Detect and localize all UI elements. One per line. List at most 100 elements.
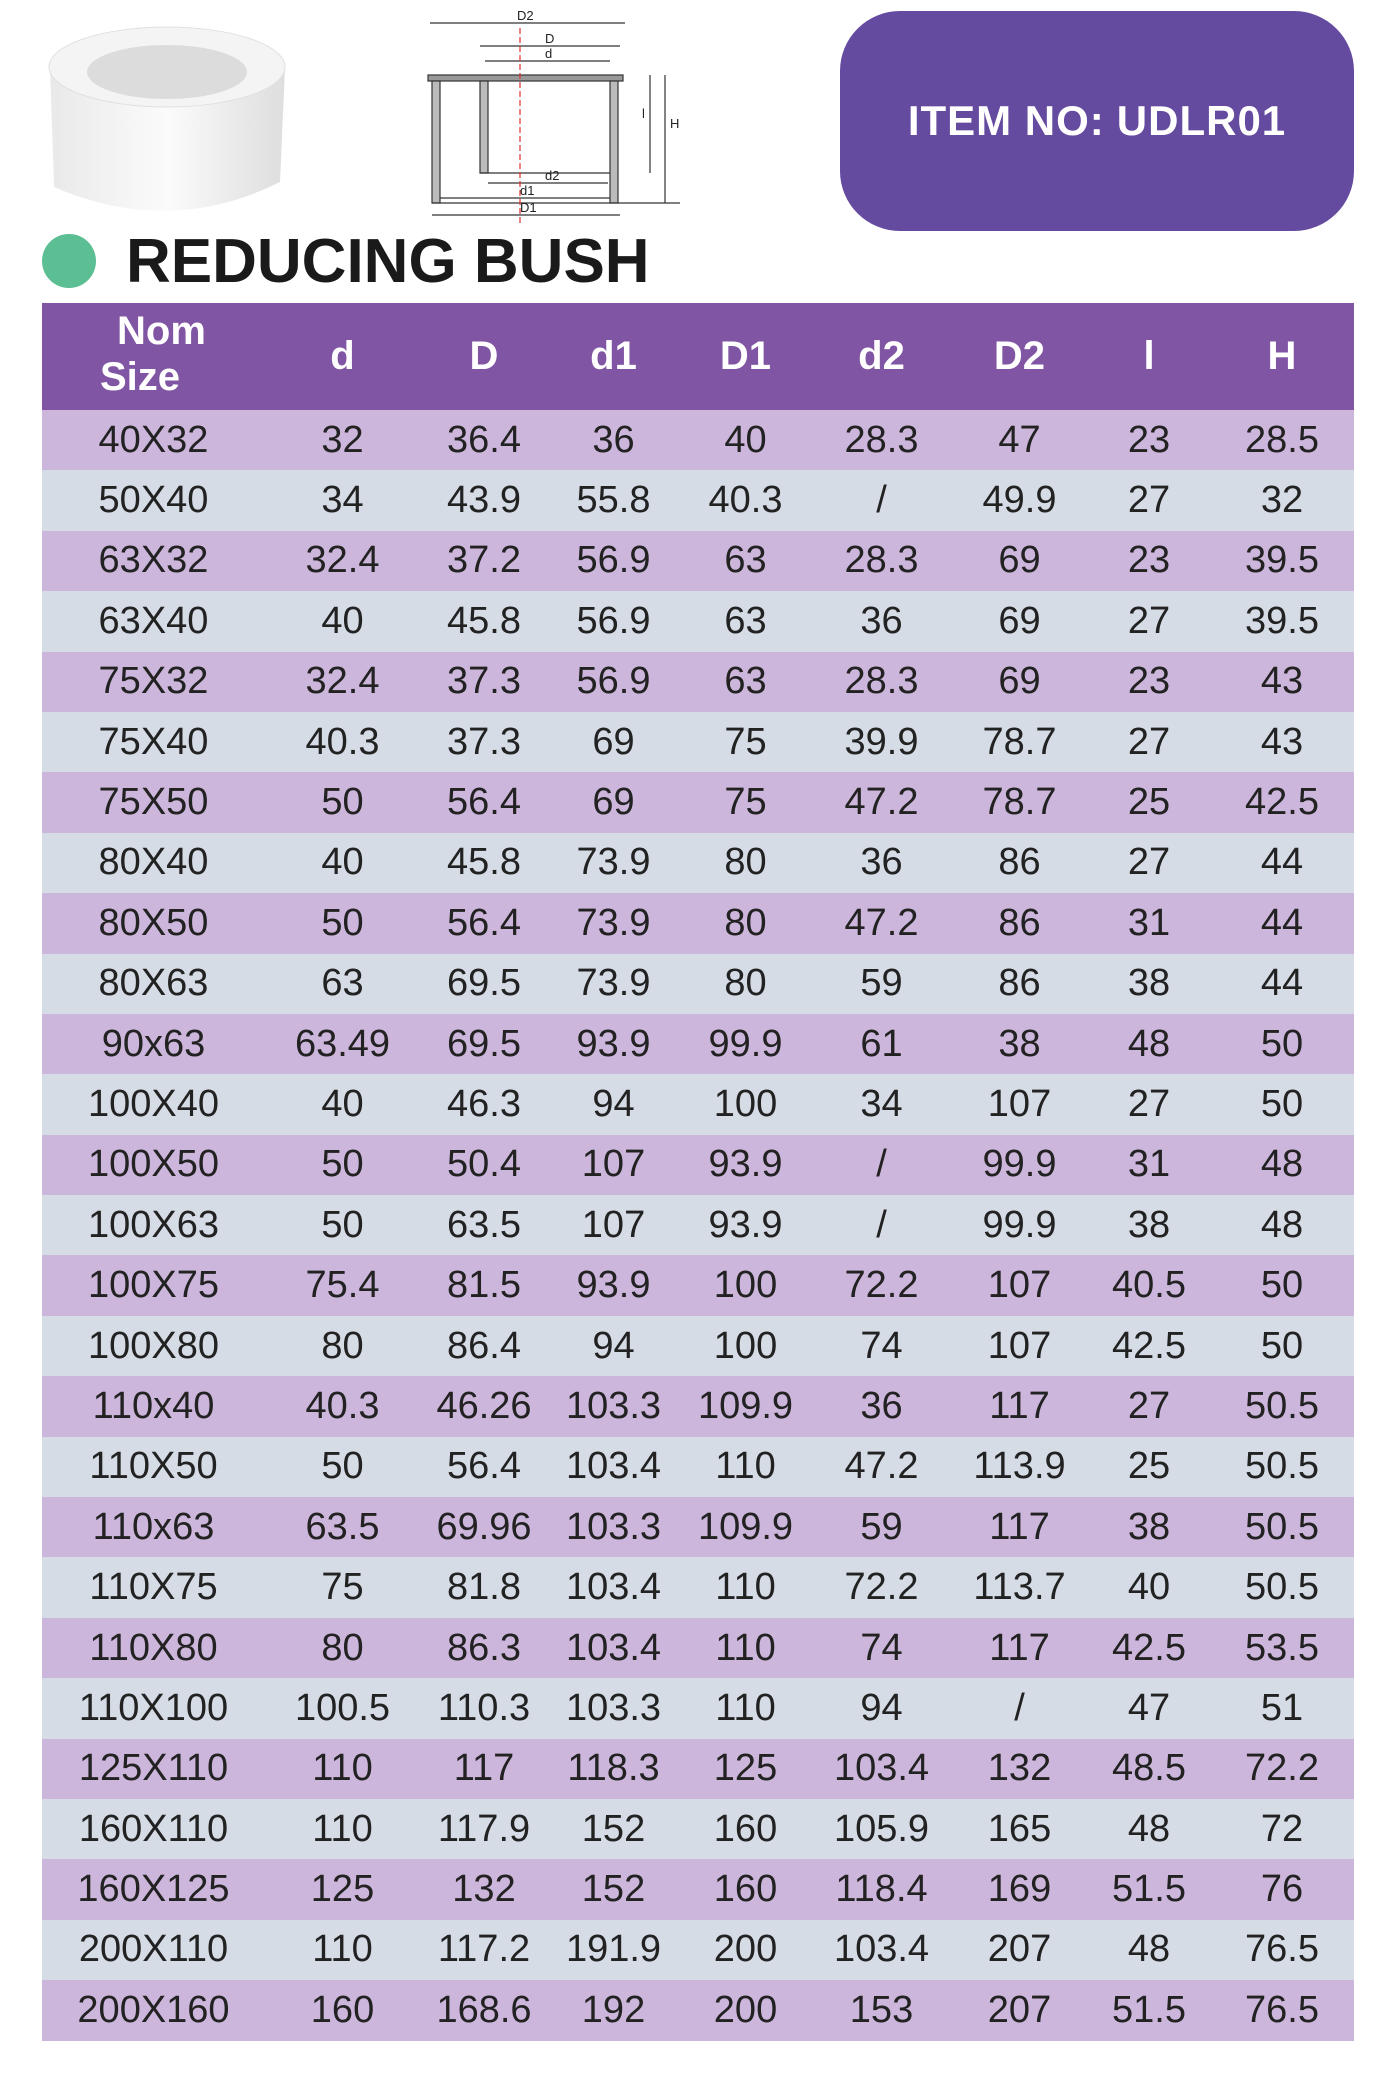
table-cell: 93.9	[576, 1022, 651, 1065]
table-cell: 75	[321, 1566, 364, 1609]
table-cell: 86.4	[447, 1324, 521, 1367]
table-cell: 160	[713, 1807, 778, 1850]
table-cell: 109.9	[697, 1384, 794, 1427]
header-D2: D2	[993, 334, 1046, 378]
table-row: 200X110 110 117.2 191.9 200 103.4 207 48 76.5	[42, 1919, 1354, 1981]
table-cell: 23	[1127, 660, 1171, 703]
table-cell: 59	[860, 962, 903, 1005]
table-cell: 27	[1127, 479, 1171, 522]
table-cell: 38	[998, 1022, 1041, 1065]
table-cell: 110X80	[89, 1626, 218, 1669]
table-cell: 207	[987, 1928, 1052, 1971]
table-cell: 113.7	[973, 1566, 1066, 1609]
table-cell: 191.9	[565, 1928, 662, 1971]
table-cell: 50	[1260, 1022, 1304, 1065]
table-cell: 200	[713, 1928, 778, 1971]
table-cell: 81.5	[447, 1264, 521, 1307]
table-cell: 61	[860, 1022, 903, 1065]
table-cell: 93.9	[708, 1203, 783, 1246]
header-D1: D1	[719, 334, 772, 378]
table-cell: 69.96	[436, 1505, 532, 1548]
table-row: 110x63 63.5 69.96 103.3 109.9 59 117 38 50.5	[42, 1497, 1354, 1558]
table-cell: 63.5	[447, 1203, 521, 1246]
table-cell: 48	[1127, 1928, 1171, 1971]
table-row: 200X160 160 168.6 192 200 153 207 51.5 76.5	[42, 1980, 1354, 2041]
table-cell: 56.9	[576, 599, 651, 642]
table-cell: 37.3	[447, 720, 521, 763]
table-cell: 169	[987, 1868, 1052, 1911]
table-cell: 40.3	[708, 479, 783, 522]
table-cell: 100	[713, 1082, 778, 1125]
table-cell: 73.9	[576, 901, 651, 944]
table-cell: 23	[1127, 418, 1171, 461]
table-cell: 100X40	[87, 1082, 219, 1125]
table-cell: 80	[321, 1324, 364, 1367]
product-photo	[48, 26, 286, 211]
table-cell: 69	[592, 781, 635, 824]
header-nom-size: Nom Size	[42, 303, 265, 410]
table-cell: 72.2	[844, 1566, 919, 1609]
table-cell: 46.3	[447, 1082, 521, 1125]
table-cell: 50X40	[98, 479, 209, 522]
table-cell: 69.5	[447, 962, 521, 1005]
table-cell: 43	[1260, 660, 1304, 703]
table-cell: 117	[989, 1626, 1050, 1669]
table-cell: 31	[1127, 901, 1171, 944]
table-cell: 76.5	[1245, 1928, 1319, 1971]
table-cell: 27	[1127, 599, 1171, 642]
table-cell: 48	[1260, 1143, 1304, 1186]
table-cell: 160	[713, 1868, 778, 1911]
table-cell: 80	[724, 901, 767, 944]
table-cell: 27	[1127, 1082, 1171, 1125]
table-cell: 40	[1127, 1566, 1171, 1609]
table-cell: 117.9	[437, 1807, 531, 1850]
table-row: 100X75 75.4 81.5 93.9 100 72.2 107 40.5 50	[42, 1255, 1354, 1316]
table-cell: 80	[321, 1626, 364, 1669]
table-cell: 44	[1260, 901, 1304, 944]
table-cell: 47	[1127, 1686, 1171, 1729]
table-cell: 110	[715, 1626, 776, 1669]
table-cell: 36	[860, 599, 903, 642]
table-row: 160X110 110 117.9 152 160 105.9 165 48 72	[42, 1798, 1354, 1860]
label-D1: D1	[520, 200, 537, 215]
item-label: ITEM NO:	[907, 97, 1105, 144]
table-cell: 103.4	[565, 1445, 662, 1488]
table-cell: 103.4	[565, 1626, 662, 1669]
table-cell: 93.9	[576, 1264, 651, 1307]
table-row: 100X40 40 46.3 94 100 34 107 27 50	[42, 1074, 1354, 1135]
table-cell: 113.9	[973, 1445, 1066, 1488]
table-cell: 63.49	[294, 1022, 391, 1065]
page-title: REDUCING BUSH	[126, 227, 650, 296]
table-row: 40X32 32 36.4 36 40 28.3 47 23 28.5	[42, 410, 1354, 471]
table-header: Nom Size d D d1 D1 d2 D2 l H	[42, 303, 1354, 410]
table-cell: 117.2	[437, 1928, 531, 1971]
table-cell: 103.4	[833, 1747, 930, 1790]
table-cell: 63X40	[98, 599, 209, 642]
table-cell: 103.4	[833, 1928, 930, 1971]
table-cell: 23	[1127, 539, 1171, 582]
table-row: 110X50 50 56.4 103.4 110 47.2 113.9 25 50.5	[42, 1436, 1354, 1498]
table-cell: 76.5	[1245, 1988, 1319, 2031]
table-cell: 200X110	[78, 1928, 229, 1971]
table-body: 40X32 32 36.4 36 40 28.3 47 23 28.5 50X40 34 43.9 55…	[42, 410, 1354, 2041]
table-cell: 72	[1260, 1807, 1304, 1850]
table-cell: 56.4	[447, 901, 521, 944]
table-cell: 63	[724, 599, 767, 642]
table-cell: 32.4	[305, 539, 380, 582]
table-cell: 63	[724, 539, 767, 582]
table-cell: 100X50	[87, 1143, 219, 1186]
table-cell: 110x63	[92, 1505, 215, 1548]
table-cell: 81.8	[447, 1566, 521, 1609]
header-l: l	[1143, 334, 1155, 378]
table-cell: 42.5	[1112, 1324, 1186, 1367]
table-cell: 69	[592, 720, 635, 763]
table-cell: 51.5	[1112, 1988, 1186, 2031]
table-cell: 107	[987, 1324, 1052, 1367]
table-cell: 32	[1260, 479, 1304, 522]
item-number-badge: ITEM NO: UDLR01	[840, 11, 1354, 231]
table-cell: 56.4	[447, 1445, 521, 1488]
table-cell: 110x40	[92, 1384, 215, 1427]
table-cell: 75X32	[98, 660, 209, 703]
header-d2: d2	[858, 334, 905, 378]
table-cell: 50.5	[1245, 1505, 1319, 1548]
